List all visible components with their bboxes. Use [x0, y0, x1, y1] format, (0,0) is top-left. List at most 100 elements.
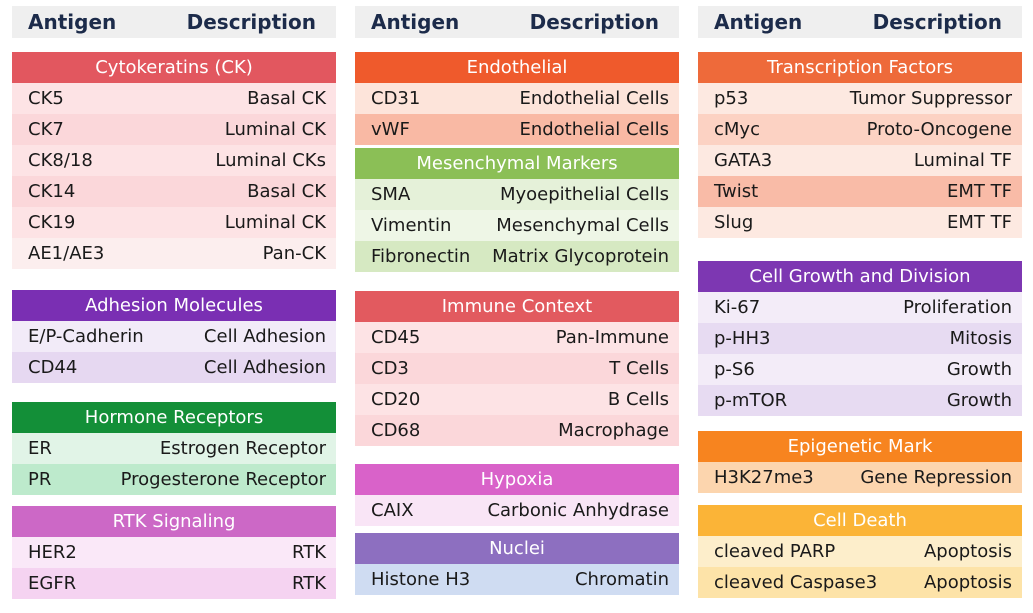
antigen-name: cleaved PARP: [714, 541, 836, 562]
marker-row: CK19 Luminal CK: [12, 207, 336, 238]
column-header: Antigen Description: [355, 6, 679, 38]
marker-row: Fibronectin Matrix Glycoprotein: [355, 241, 679, 272]
marker-group: Mesenchymal Markers SMA Myoepithelial Cell…: [355, 148, 679, 272]
antigen-description: Growth: [946, 359, 1012, 380]
marker-group: Endothelial CD31 Endothelial Cells vWF Endot…: [355, 52, 679, 145]
marker-group: RTK Signaling HER2 RTK EGFR RTK: [12, 506, 336, 599]
marker-row: CK14 Basal CK: [12, 176, 336, 207]
group-title: Mesenchymal Markers: [355, 148, 679, 179]
antigen-name: Slug: [714, 212, 754, 233]
marker-row: HER2 RTK: [12, 537, 336, 568]
antigen-description: Progesterone Receptor: [120, 469, 326, 490]
antigen-description: Luminal CKs: [215, 150, 326, 171]
antigen-name: p-HH3: [714, 328, 771, 349]
antigen-name: CK5: [28, 88, 64, 109]
group-title: RTK Signaling: [12, 506, 336, 537]
marker-group: Cell Death cleaved PARP Apoptosis cleaved C…: [698, 505, 1022, 598]
antigen-name: CK7: [28, 119, 64, 140]
antigen-description: Tumor Suppressor: [849, 88, 1012, 109]
antigen-description: Apoptosis: [923, 572, 1012, 593]
group-title: Cytokeratins (CK): [12, 52, 336, 83]
antigen-description: Basal CK: [247, 181, 326, 202]
antigen-description: Cell Adhesion: [203, 326, 326, 347]
marker-row: p53 Tumor Suppressor: [698, 83, 1022, 114]
marker-row: H3K27me3 Gene Repression: [698, 462, 1022, 493]
antigen-description: Cell Adhesion: [203, 357, 326, 378]
group-title: Cell Growth and Division: [698, 261, 1022, 292]
marker-row: cleaved Caspase3 Apoptosis: [698, 567, 1022, 598]
antigen-description: Apoptosis: [923, 541, 1012, 562]
antigen-description: Endothelial Cells: [519, 88, 669, 109]
marker-group: Immune Context CD45 Pan-Immune CD3 T Cells CD…: [355, 291, 679, 446]
group-title: Immune Context: [355, 291, 679, 322]
antigen-name: AE1/AE3: [28, 243, 105, 264]
group-title: Cell Death: [698, 505, 1022, 536]
antigen-name: cleaved Caspase3: [714, 572, 878, 593]
antigen-name: CD68: [371, 420, 421, 441]
marker-row: CD68 Macrophage: [355, 415, 679, 446]
marker-row: CK8/18 Luminal CKs: [12, 145, 336, 176]
marker-row: Vimentin Mesenchymal Cells: [355, 210, 679, 241]
antigen-name: p53: [714, 88, 749, 109]
marker-group: Nuclei Histone H3 Chromatin: [355, 533, 679, 595]
antigen-name: PR: [28, 469, 52, 490]
marker-row: p-S6 Growth: [698, 354, 1022, 385]
antigen-name: H3K27me3: [714, 467, 814, 488]
marker-row: CD45 Pan-Immune: [355, 322, 679, 353]
marker-group: Transcription Factors p53 Tumor Suppressor…: [698, 52, 1022, 238]
marker-row: CD20 B Cells: [355, 384, 679, 415]
antigen-name: cMyc: [714, 119, 760, 140]
group-title: Hormone Receptors: [12, 402, 336, 433]
marker-row: SMA Myoepithelial Cells: [355, 179, 679, 210]
antigen-description: Matrix Glycoprotein: [492, 246, 669, 267]
antigen-description: Estrogen Receptor: [159, 438, 326, 459]
antigen-name: ER: [28, 438, 52, 459]
antigen-description: Chromatin: [574, 569, 669, 590]
antigen-name: GATA3: [714, 150, 773, 171]
marker-group: Hypoxia CAIX Carbonic Anhydrase: [355, 464, 679, 526]
antigen-description: Luminal CK: [224, 119, 326, 140]
description-header: Description: [529, 10, 659, 34]
antigen-name: CD44: [28, 357, 78, 378]
marker-row: PR Progesterone Receptor: [12, 464, 336, 495]
antigen-name: CD20: [371, 389, 421, 410]
marker-group: Epigenetic Mark H3K27me3 Gene Repression: [698, 431, 1022, 493]
marker-row: Ki-67 Proliferation: [698, 292, 1022, 323]
antigen-name: vWF: [371, 119, 410, 140]
antigen-description: Carbonic Anhydrase: [487, 500, 669, 521]
description-header: Description: [872, 10, 1002, 34]
antigen-name: CD3: [371, 358, 409, 379]
antigen-name: Twist: [714, 181, 759, 202]
antigen-name: CD45: [371, 327, 421, 348]
group-title: Nuclei: [355, 533, 679, 564]
marker-row: vWF Endothelial Cells: [355, 114, 679, 145]
antigen-description: EMT TF: [947, 181, 1012, 202]
antigen-description: Gene Repression: [860, 467, 1012, 488]
antigen-header: Antigen: [371, 10, 460, 34]
antigen-description: Pan-CK: [262, 243, 326, 264]
marker-row: Slug EMT TF: [698, 207, 1022, 238]
antigen-description: Macrophage: [558, 420, 669, 441]
marker-row: E/P-Cadherin Cell Adhesion: [12, 321, 336, 352]
antigen-name: CK8/18: [28, 150, 93, 171]
antigen-name: p-S6: [714, 359, 755, 380]
antigen-description: Mesenchymal Cells: [496, 215, 669, 236]
marker-row: cMyc Proto-Oncogene: [698, 114, 1022, 145]
marker-row: EGFR RTK: [12, 568, 336, 599]
antigen-description: B Cells: [607, 389, 669, 410]
antigen-description: RTK: [292, 573, 326, 594]
antigen-name: Ki-67: [714, 297, 761, 318]
antigen-description: EMT TF: [947, 212, 1012, 233]
marker-group: Hormone Receptors ER Estrogen Receptor PR Pr…: [12, 402, 336, 495]
marker-row: cleaved PARP Apoptosis: [698, 536, 1022, 567]
marker-row: ER Estrogen Receptor: [12, 433, 336, 464]
marker-row: Twist EMT TF: [698, 176, 1022, 207]
antigen-description: Luminal TF: [913, 150, 1012, 171]
antigen-name: E/P-Cadherin: [28, 326, 144, 347]
antigen-description: Proliferation: [903, 297, 1012, 318]
antigen-description: Pan-Immune: [555, 327, 669, 348]
antigen-description: Mitosis: [949, 328, 1012, 349]
antigen-description: T Cells: [609, 358, 669, 379]
antigen-name: p-mTOR: [714, 390, 788, 411]
antigen-name: CAIX: [371, 500, 414, 521]
